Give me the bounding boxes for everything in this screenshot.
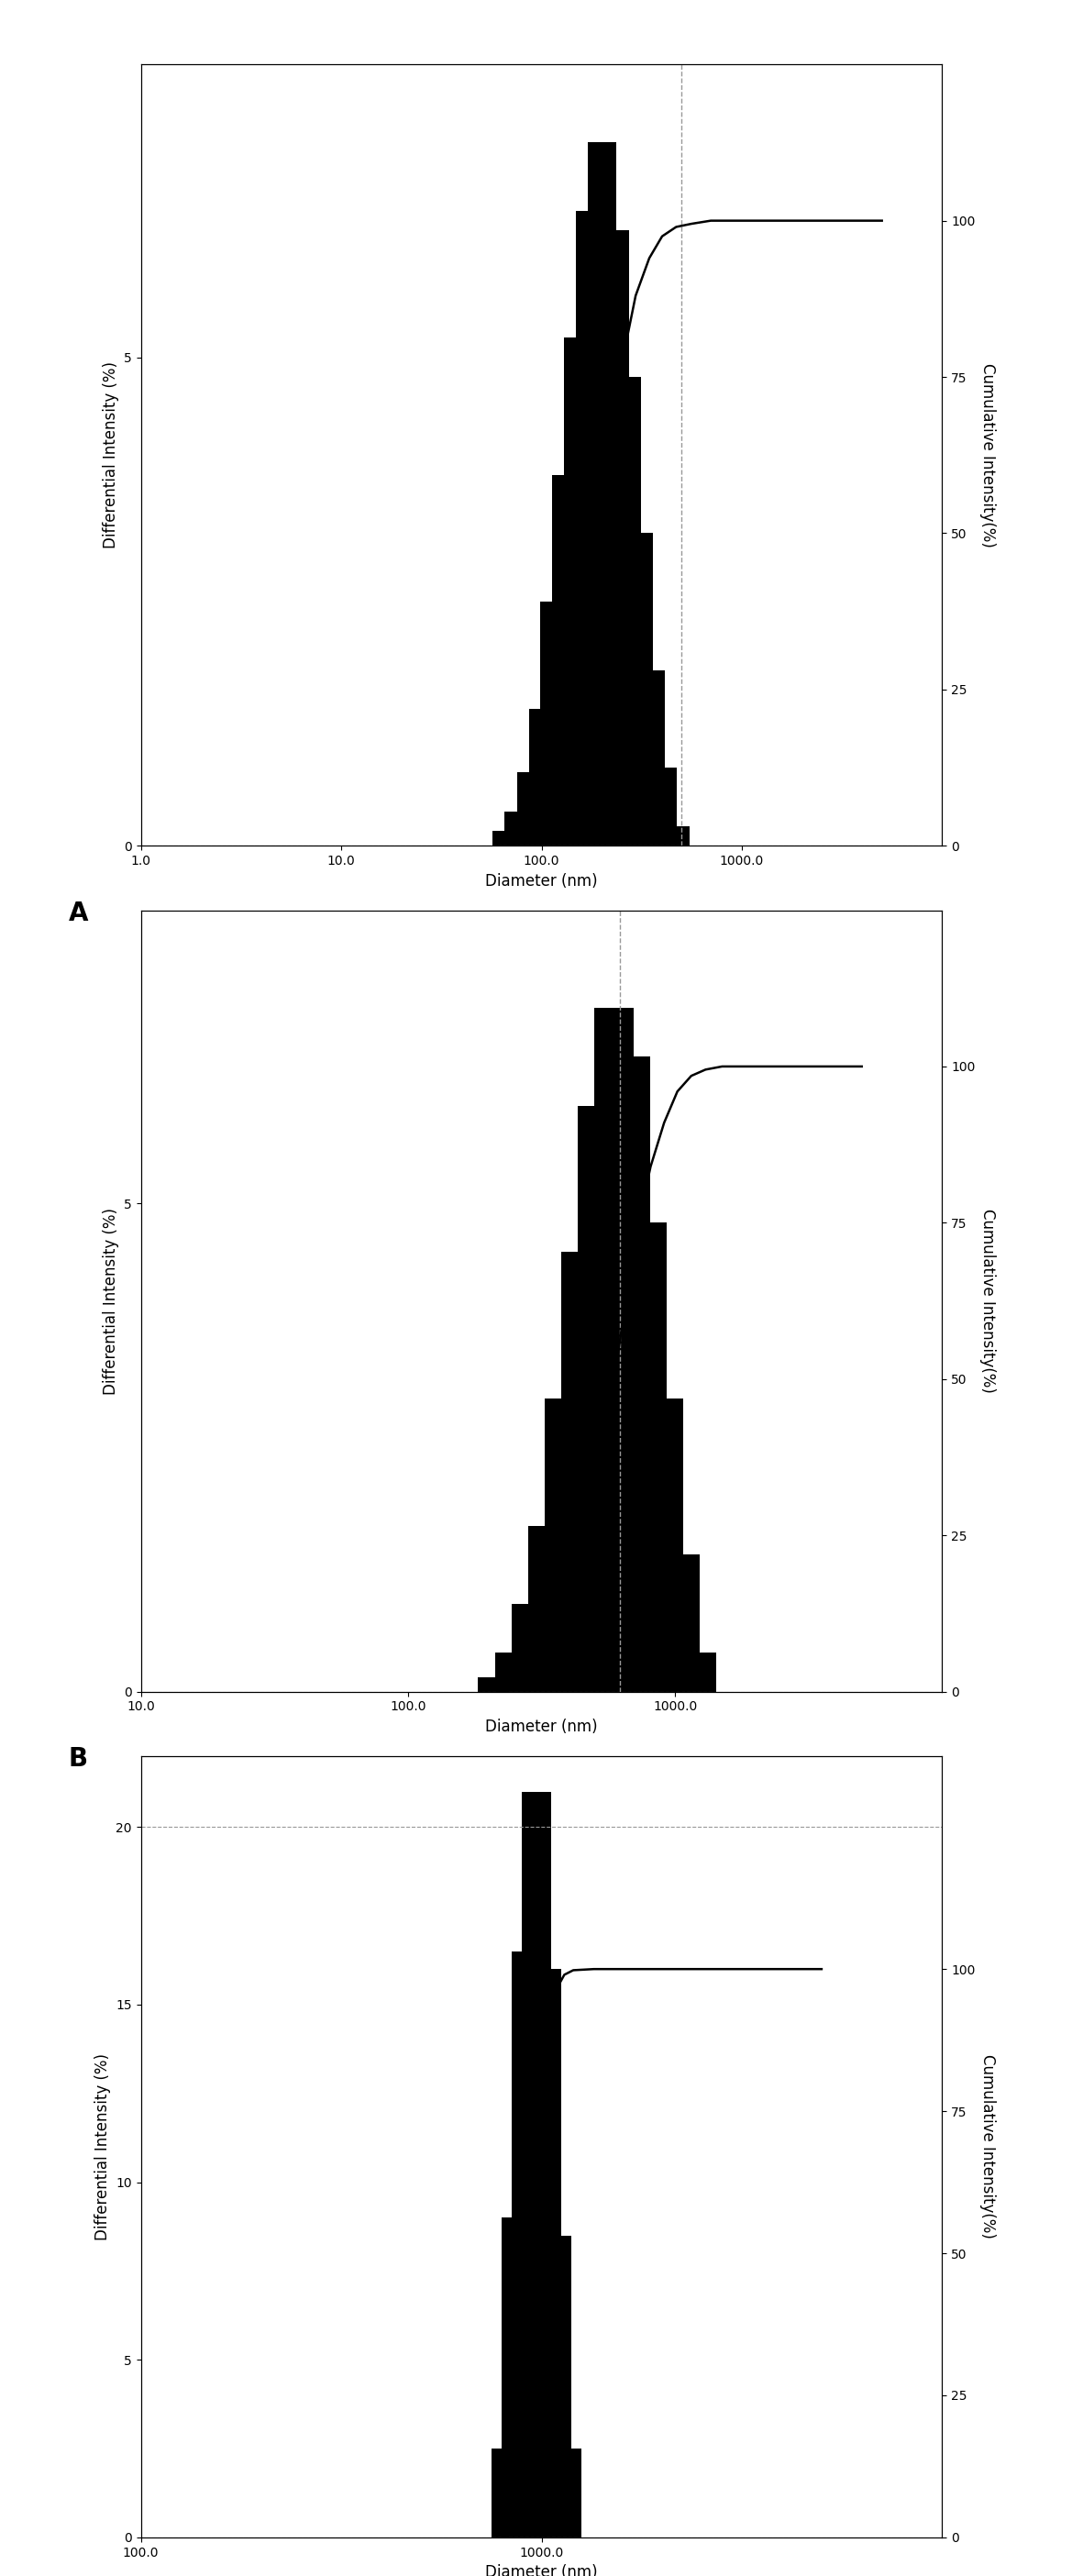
Bar (611, 1056, 651, 1692)
Bar (677, 1654, 716, 1692)
X-axis label: Diameter (nm): Diameter (nm) (485, 873, 598, 889)
Bar (613, 376, 641, 845)
Bar (545, 1399, 585, 1692)
Bar (552, 474, 580, 845)
Bar (578, 1105, 617, 1692)
X-axis label: Diameter (nm): Diameter (nm) (485, 1718, 598, 1734)
Y-axis label: Differential Intensity (%): Differential Intensity (%) (102, 361, 119, 549)
Y-axis label: Cumulative Intensity(%): Cumulative Intensity(%) (979, 2056, 995, 2239)
Bar (649, 768, 677, 845)
Bar (637, 670, 665, 845)
Bar (627, 1224, 667, 1692)
Bar (625, 533, 653, 845)
Bar (540, 2236, 571, 2537)
Bar (493, 832, 521, 845)
Text: A: A (68, 902, 89, 927)
X-axis label: Diameter (nm): Diameter (nm) (485, 2563, 598, 2576)
Bar (478, 1677, 518, 1692)
Text: B: B (68, 1747, 88, 1772)
Bar (661, 827, 689, 845)
Bar (551, 2450, 580, 2537)
Bar (529, 1525, 567, 1692)
Bar (492, 2450, 521, 2537)
Bar (529, 708, 557, 845)
Bar (505, 811, 533, 845)
Y-axis label: Cumulative Intensity(%): Cumulative Intensity(%) (979, 363, 995, 546)
Bar (564, 337, 592, 845)
Y-axis label: Differential Intensity (%): Differential Intensity (%) (102, 1208, 119, 1394)
Bar (531, 1968, 561, 2537)
Bar (595, 1007, 634, 1692)
Bar (495, 1654, 535, 1692)
Bar (576, 211, 604, 845)
Bar (562, 1252, 601, 1692)
Bar (588, 142, 616, 845)
Bar (521, 1790, 551, 2537)
Bar (501, 2218, 532, 2537)
Bar (600, 229, 629, 845)
Bar (661, 1556, 700, 1692)
Bar (517, 773, 546, 845)
Bar (511, 1950, 542, 2537)
Bar (540, 603, 569, 845)
Bar (644, 1399, 683, 1692)
Y-axis label: Cumulative Intensity(%): Cumulative Intensity(%) (979, 1208, 995, 1394)
Y-axis label: Differential Intensity (%): Differential Intensity (%) (94, 2053, 110, 2241)
Bar (512, 1605, 551, 1692)
